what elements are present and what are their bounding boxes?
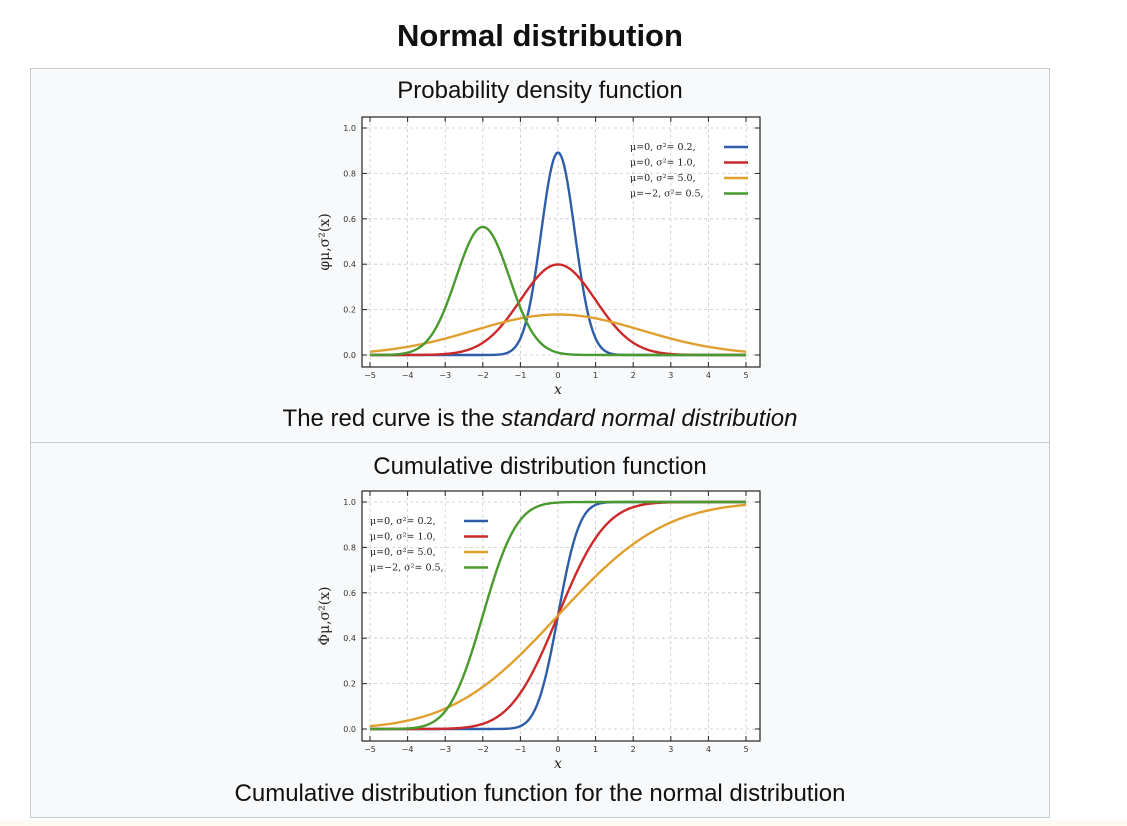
cdf-caption: Cumulative distribution function for the… [234,780,846,807]
cdf-panel-heading: Cumulative distribution function [373,453,707,480]
pdf-panel-heading: Probability density function [397,77,683,104]
cdf-panel: Cumulative distribution function Cumulat… [30,442,1050,818]
pdf-caption-prefix: The red curve is the [282,405,502,432]
page-title: Normal distribution [397,18,683,53]
bottom-strip [0,820,1127,826]
pdf-panel: Probability density function The red cur… [30,68,1050,443]
pdf-caption: The red curve is the standard normal dis… [31,405,1049,433]
pdf-caption-emphasis: standard normal distribution [501,405,798,432]
